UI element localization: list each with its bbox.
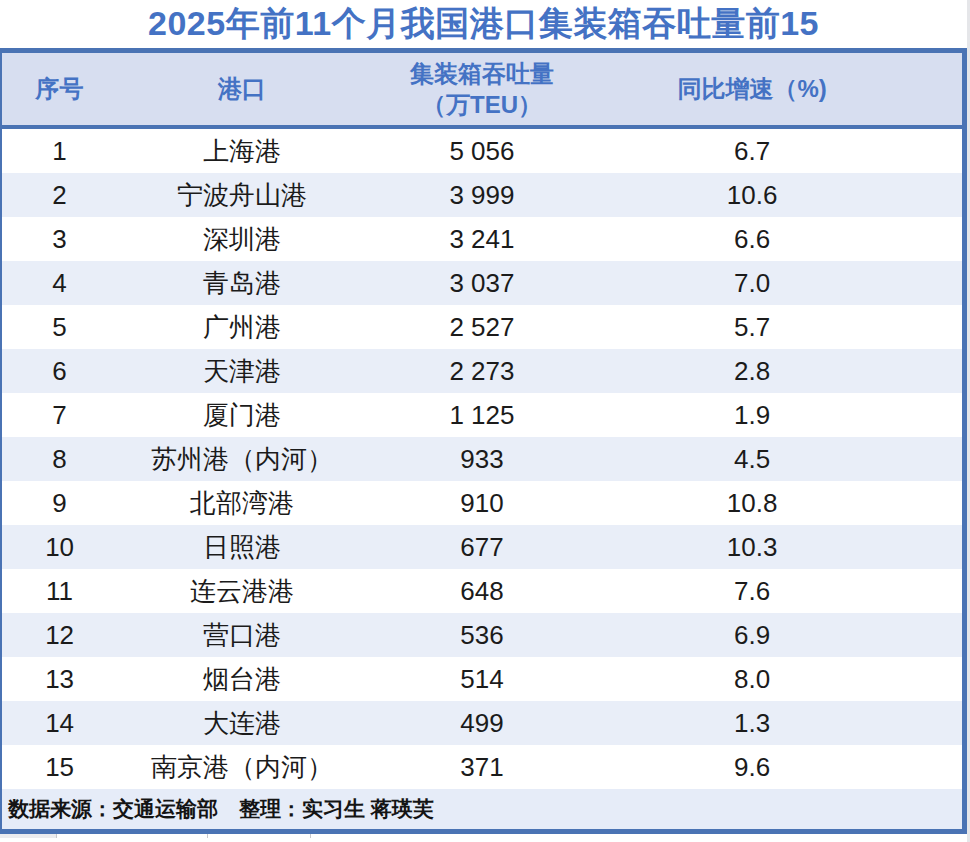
table-row: 9 北部湾港 910 10.8	[2, 481, 962, 525]
rank-cell: 11	[2, 569, 117, 613]
rank-cell: 10	[2, 525, 117, 569]
port-cell: 上海港	[117, 129, 367, 173]
table-row: 12 营口港 536 6.9	[2, 613, 962, 657]
ports-ranking-infographic: 2025年前11个月我国港口集装箱吞吐量前15 序号 港口 集装箱吞吐量 （万T…	[0, 0, 970, 842]
throughput-cell: 3 999	[367, 173, 597, 217]
rank-cell: 13	[2, 657, 117, 701]
port-cell: 南京港（内河）	[117, 745, 367, 789]
port-cell: 日照港	[117, 525, 367, 569]
header-growth: 同比增速（%)	[597, 73, 962, 104]
port-cell: 烟台港	[117, 657, 367, 701]
growth-cell: 1.3	[597, 701, 962, 745]
port-cell: 天津港	[117, 349, 367, 393]
growth-cell: 6.6	[597, 217, 962, 261]
table-row: 11 连云港港 648 7.6	[2, 569, 962, 613]
gridline	[207, 834, 208, 838]
header-throughput-line1: 集装箱吞吐量	[410, 58, 554, 89]
table-row: 3 深圳港 3 241 6.6	[2, 217, 962, 261]
row-header-sliver	[0, 834, 57, 838]
growth-cell: 7.0	[597, 261, 962, 305]
port-cell: 广州港	[117, 305, 367, 349]
table-row: 7 厦门港 1 125 1.9	[2, 393, 962, 437]
growth-cell: 5.7	[597, 305, 962, 349]
growth-cell: 4.5	[597, 437, 962, 481]
port-cell: 大连港	[117, 701, 367, 745]
table-body: 1 上海港 5 056 6.7 2 宁波舟山港 3 999 10.6 3 深圳港…	[2, 129, 962, 789]
source-note: 数据来源：交通运输部 整理：实习生 蒋瑛芙	[8, 795, 434, 823]
table-row: 13 烟台港 514 8.0	[2, 657, 962, 701]
growth-cell: 8.0	[597, 657, 962, 701]
port-cell: 宁波舟山港	[117, 173, 367, 217]
growth-cell: 10.3	[597, 525, 962, 569]
throughput-cell: 499	[367, 701, 597, 745]
rank-cell: 2	[2, 173, 117, 217]
throughput-cell: 2 273	[367, 349, 597, 393]
table-row: 15 南京港（内河） 371 9.6	[2, 745, 962, 789]
throughput-cell: 536	[367, 613, 597, 657]
growth-cell: 6.7	[597, 129, 962, 173]
rank-cell: 1	[2, 129, 117, 173]
port-cell: 青岛港	[117, 261, 367, 305]
gridline	[310, 834, 311, 838]
table-row: 5 广州港 2 527 5.7	[2, 305, 962, 349]
throughput-cell: 677	[367, 525, 597, 569]
header-throughput-line2: （万TEU）	[422, 89, 542, 120]
table-row: 2 宁波舟山港 3 999 10.6	[2, 173, 962, 217]
rank-cell: 6	[2, 349, 117, 393]
throughput-cell: 3 037	[367, 261, 597, 305]
rank-cell: 4	[2, 261, 117, 305]
growth-cell: 1.9	[597, 393, 962, 437]
table-row: 14 大连港 499 1.3	[2, 701, 962, 745]
table-row: 6 天津港 2 273 2.8	[2, 349, 962, 393]
throughput-cell: 1 125	[367, 393, 597, 437]
port-cell: 连云港港	[117, 569, 367, 613]
table-row: 8 苏州港（内河） 933 4.5	[2, 437, 962, 481]
growth-cell: 2.8	[597, 349, 962, 393]
growth-cell: 7.6	[597, 569, 962, 613]
table-row: 4 青岛港 3 037 7.0	[2, 261, 962, 305]
table-header-row: 序号 港口 集装箱吞吐量 （万TEU） 同比增速（%)	[2, 53, 962, 129]
growth-cell: 9.6	[597, 745, 962, 789]
growth-cell: 10.6	[597, 173, 962, 217]
rank-cell: 3	[2, 217, 117, 261]
throughput-cell: 3 241	[367, 217, 597, 261]
port-cell: 营口港	[117, 613, 367, 657]
title-bar: 2025年前11个月我国港口集装箱吞吐量前15	[0, 0, 967, 48]
page-title: 2025年前11个月我国港口集装箱吞吐量前15	[148, 1, 819, 47]
spreadsheet-row-below-sliver	[0, 834, 967, 838]
table-row: 1 上海港 5 056 6.7	[2, 129, 962, 173]
ports-table: 序号 港口 集装箱吞吐量 （万TEU） 同比增速（%) 1 上海港 5 056 …	[0, 48, 967, 834]
port-cell: 苏州港（内河）	[117, 437, 367, 481]
rank-cell: 12	[2, 613, 117, 657]
rank-cell: 5	[2, 305, 117, 349]
growth-cell: 10.8	[597, 481, 962, 525]
rank-cell: 15	[2, 745, 117, 789]
port-cell: 北部湾港	[117, 481, 367, 525]
content-area: 2025年前11个月我国港口集装箱吞吐量前15 序号 港口 集装箱吞吐量 （万T…	[0, 0, 967, 838]
rank-cell: 9	[2, 481, 117, 525]
throughput-cell: 910	[367, 481, 597, 525]
port-cell: 深圳港	[117, 217, 367, 261]
port-cell: 厦门港	[117, 393, 367, 437]
throughput-cell: 648	[367, 569, 597, 613]
header-throughput: 集装箱吞吐量 （万TEU）	[367, 58, 597, 120]
throughput-cell: 2 527	[367, 305, 597, 349]
throughput-cell: 5 056	[367, 129, 597, 173]
footer-row: 数据来源：交通运输部 整理：实习生 蒋瑛芙	[2, 789, 962, 829]
throughput-cell: 933	[367, 437, 597, 481]
growth-cell: 6.9	[597, 613, 962, 657]
throughput-cell: 514	[367, 657, 597, 701]
throughput-cell: 371	[367, 745, 597, 789]
table-row: 10 日照港 677 10.3	[2, 525, 962, 569]
rank-cell: 14	[2, 701, 117, 745]
header-index: 序号	[2, 73, 117, 104]
rank-cell: 8	[2, 437, 117, 481]
rank-cell: 7	[2, 393, 117, 437]
header-port: 港口	[117, 73, 367, 104]
